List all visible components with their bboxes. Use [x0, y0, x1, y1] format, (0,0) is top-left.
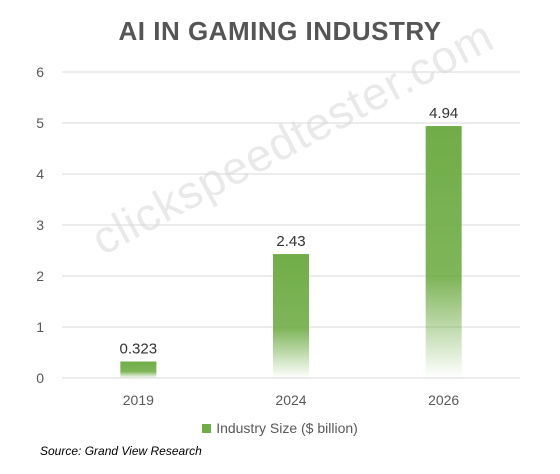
- x-tick-label: 2019: [123, 392, 154, 408]
- legend-swatch: [202, 424, 212, 433]
- y-tick-label: 0: [36, 370, 44, 386]
- y-axis-ticks: 0 1 2 3 4 5 6: [36, 64, 44, 386]
- bars: 0.323 2.43 4.94: [120, 105, 462, 378]
- bar-2026: [425, 126, 462, 378]
- data-label: 0.323: [120, 341, 158, 358]
- legend-label: Industry Size ($ billion): [216, 420, 358, 436]
- y-tick-label: 5: [36, 115, 44, 131]
- x-tick-label: 2024: [275, 392, 306, 408]
- y-tick-label: 3: [36, 217, 44, 233]
- y-tick-label: 6: [36, 64, 44, 80]
- y-tick-label: 1: [36, 319, 44, 335]
- bar-2024: [273, 254, 309, 378]
- x-axis-ticks: 2019 2024 2026: [123, 392, 460, 408]
- y-tick-label: 4: [36, 166, 44, 182]
- data-label: 4.94: [429, 105, 458, 122]
- x-tick-label: 2026: [428, 392, 459, 408]
- bar-chart: 0 1 2 3 4 5 6 0.323 2.43 4.94 2019 2024 2026: [36, 64, 520, 408]
- bar-2019: [120, 361, 157, 378]
- source-note: Source: Grand View Research: [40, 444, 202, 458]
- chart-title: AI IN GAMING INDUSTRY: [118, 16, 442, 46]
- legend: Industry Size ($ billion): [0, 420, 560, 436]
- y-tick-label: 2: [36, 268, 44, 284]
- data-label: 2.43: [276, 233, 305, 250]
